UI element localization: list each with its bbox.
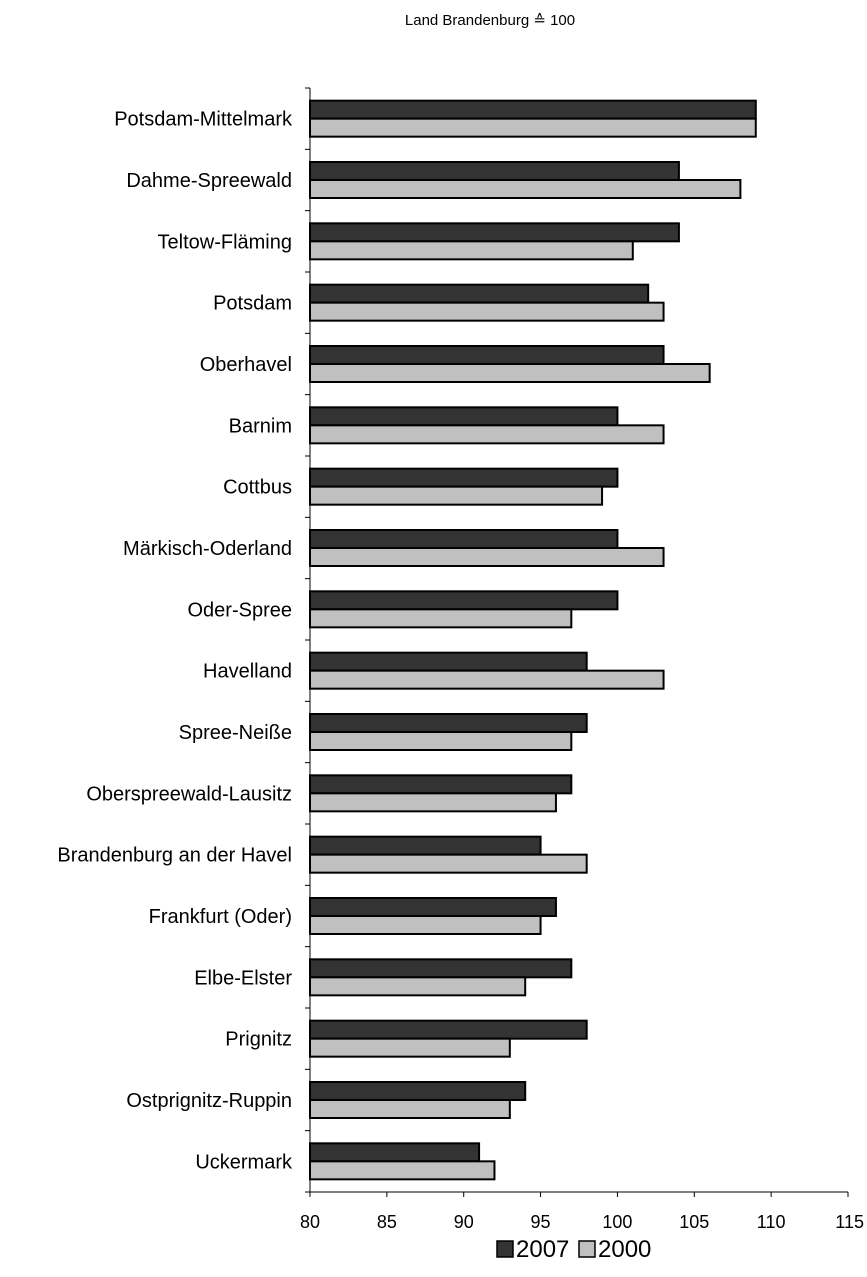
- category-label: Märkisch-Oderland: [123, 538, 292, 560]
- category-label: Havelland: [203, 661, 292, 683]
- bar-2007-1: [309, 161, 680, 181]
- category-label: Potsdam: [213, 293, 292, 315]
- bar-2000-8: [309, 608, 573, 629]
- x-tick-labels: 80 85 90 95 100 105 110 115: [300, 1212, 864, 1232]
- bar-2000-16: [309, 1099, 511, 1119]
- category-label: Potsdam-Mittelmark: [114, 109, 293, 131]
- bar-2007-0: [309, 99, 757, 120]
- legend: 2007 2000: [496, 1236, 651, 1263]
- category-label: Ostprignitz-Ruppin: [126, 1090, 292, 1112]
- bar-2007-10: [309, 713, 588, 733]
- bar-2007-14: [309, 958, 573, 979]
- bar-2000-15: [309, 1037, 511, 1058]
- x-tick-label: 100: [602, 1212, 632, 1232]
- bar-2007-11: [309, 774, 573, 795]
- bar-2007-4: [309, 345, 665, 365]
- bar-2000-4: [309, 363, 711, 383]
- category-label: Barnim: [229, 415, 292, 437]
- category-label: Spree-Neiße: [179, 722, 292, 744]
- bar-2007-13: [309, 897, 557, 917]
- x-tick-label: 95: [531, 1212, 551, 1232]
- bar-2007-5: [309, 406, 619, 427]
- x-tick-label: 90: [454, 1212, 474, 1232]
- category-label: Oberhavel: [200, 354, 292, 376]
- bar-2000-10: [309, 731, 573, 751]
- bar-2000-7: [309, 547, 665, 567]
- bar-2007-16: [309, 1081, 527, 1101]
- bar-2000-3: [309, 301, 665, 322]
- category-label: Dahme-Spreewald: [126, 170, 292, 192]
- bar-2000-14: [309, 976, 527, 997]
- bar-2007-15: [309, 1019, 588, 1040]
- category-label: Teltow-Fläming: [158, 231, 292, 253]
- category-label: Oberspreewald-Lausitz: [86, 783, 292, 805]
- x-tick-label: 110: [757, 1212, 786, 1232]
- bar-2007-8: [309, 590, 619, 611]
- chart-subtitle: Land Brandenburg ≙ 100: [405, 12, 575, 29]
- axes: [305, 87, 849, 1197]
- bar-2000-9: [309, 669, 665, 690]
- bar-2007-3: [309, 283, 650, 304]
- bar-2000-11: [309, 792, 557, 813]
- x-tick-label: 105: [679, 1212, 709, 1232]
- bar-2000-6: [309, 485, 604, 506]
- bar-2000-1: [309, 179, 742, 199]
- bar-2000-2: [309, 240, 634, 261]
- bar-2007-7: [309, 529, 619, 549]
- legend-swatch-2000: [578, 1240, 596, 1258]
- bar-2007-2: [309, 222, 680, 243]
- bars-group: [309, 99, 757, 1181]
- x-tick-label: 115: [835, 1212, 864, 1232]
- category-label: Oder-Spree: [188, 599, 293, 621]
- bar-2000-5: [309, 424, 665, 445]
- category-label: Elbe-Elster: [194, 967, 292, 989]
- bar-2000-12: [309, 853, 588, 874]
- category-label: Prignitz: [225, 1029, 292, 1051]
- x-tick-label: 80: [300, 1212, 320, 1232]
- x-tick-label: 85: [377, 1212, 397, 1232]
- bar-2000-13: [309, 915, 542, 935]
- category-label: Brandenburg an der Havel: [57, 845, 292, 867]
- category-labels: Potsdam-Mittelmark Dahme-Spreewald Teltow-…: [57, 109, 293, 1174]
- legend-label-2007: 2007: [516, 1236, 569, 1263]
- legend-label-2000: 2000: [598, 1236, 651, 1263]
- bar-2007-17: [309, 1142, 481, 1163]
- category-label: Frankfurt (Oder): [149, 906, 292, 928]
- legend-swatch-2007: [496, 1240, 514, 1258]
- bar-2007-12: [309, 835, 542, 856]
- bar-2007-6: [309, 467, 619, 488]
- category-label: Uckermark: [195, 1151, 293, 1173]
- bar-2007-9: [309, 651, 588, 672]
- category-label: Cottbus: [223, 477, 292, 499]
- bar-2000-0: [309, 117, 757, 138]
- bar-2000-17: [309, 1160, 496, 1181]
